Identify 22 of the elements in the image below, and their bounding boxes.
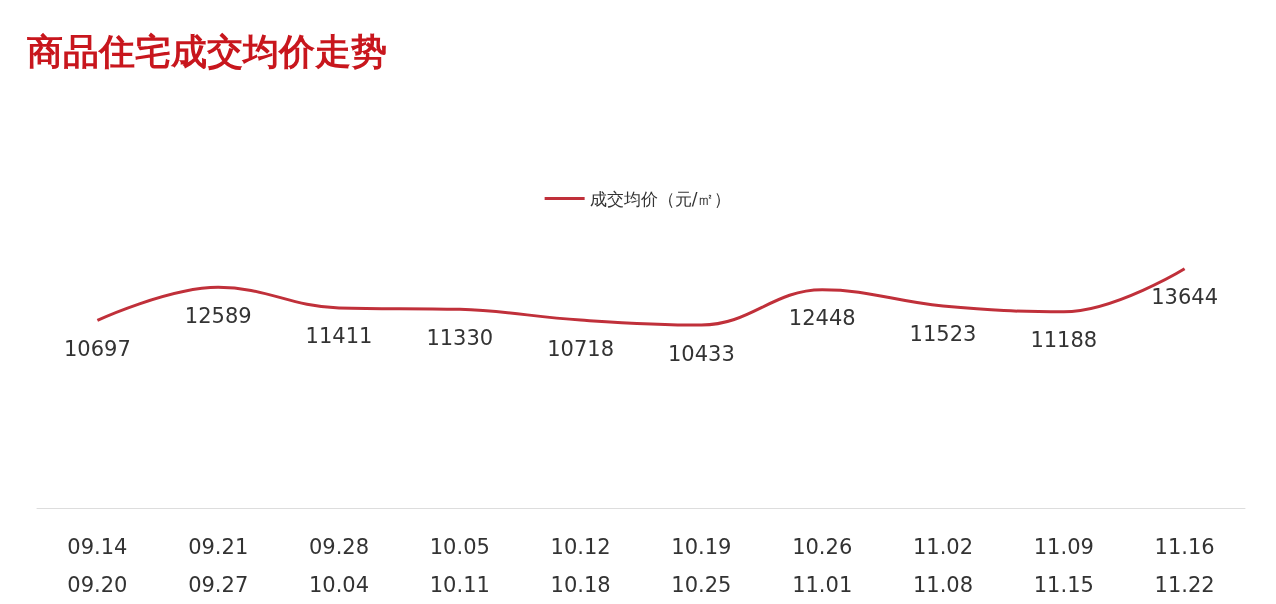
x-tick-label: 10.19 10.25 bbox=[671, 535, 732, 597]
legend-label: 成交均价（元/㎡） bbox=[589, 188, 732, 209]
data-label: 11188 bbox=[1030, 328, 1098, 353]
data-label: 10697 bbox=[63, 336, 131, 361]
x-tick-label: 10.12 10.18 bbox=[550, 535, 611, 597]
x-tick-label: 11.02 11.08 bbox=[912, 535, 974, 597]
x-tick-label: 09.21 09.27 bbox=[188, 535, 249, 597]
data-label: 11411 bbox=[305, 324, 373, 349]
x-tick-label: 10.05 10.11 bbox=[429, 535, 490, 597]
data-label: 12448 bbox=[788, 306, 856, 331]
data-label: 11330 bbox=[426, 325, 494, 350]
x-tick-label: 09.28 10.04 bbox=[308, 535, 370, 597]
data-label: 10433 bbox=[667, 341, 735, 366]
data-label: 13644 bbox=[1151, 285, 1219, 310]
x-tick-label: 11.09 11.15 bbox=[1033, 535, 1094, 597]
x-tick-label: 10.26 11.01 bbox=[792, 535, 853, 597]
data-label: 11523 bbox=[909, 322, 977, 347]
x-tick-label: 11.16 11.22 bbox=[1154, 535, 1215, 597]
chart-title: 商品住宅成交均价走势 bbox=[27, 30, 387, 72]
data-label: 10718 bbox=[547, 336, 615, 361]
data-label: 12589 bbox=[184, 303, 252, 328]
x-tick-label: 09.14 09.20 bbox=[67, 535, 128, 597]
